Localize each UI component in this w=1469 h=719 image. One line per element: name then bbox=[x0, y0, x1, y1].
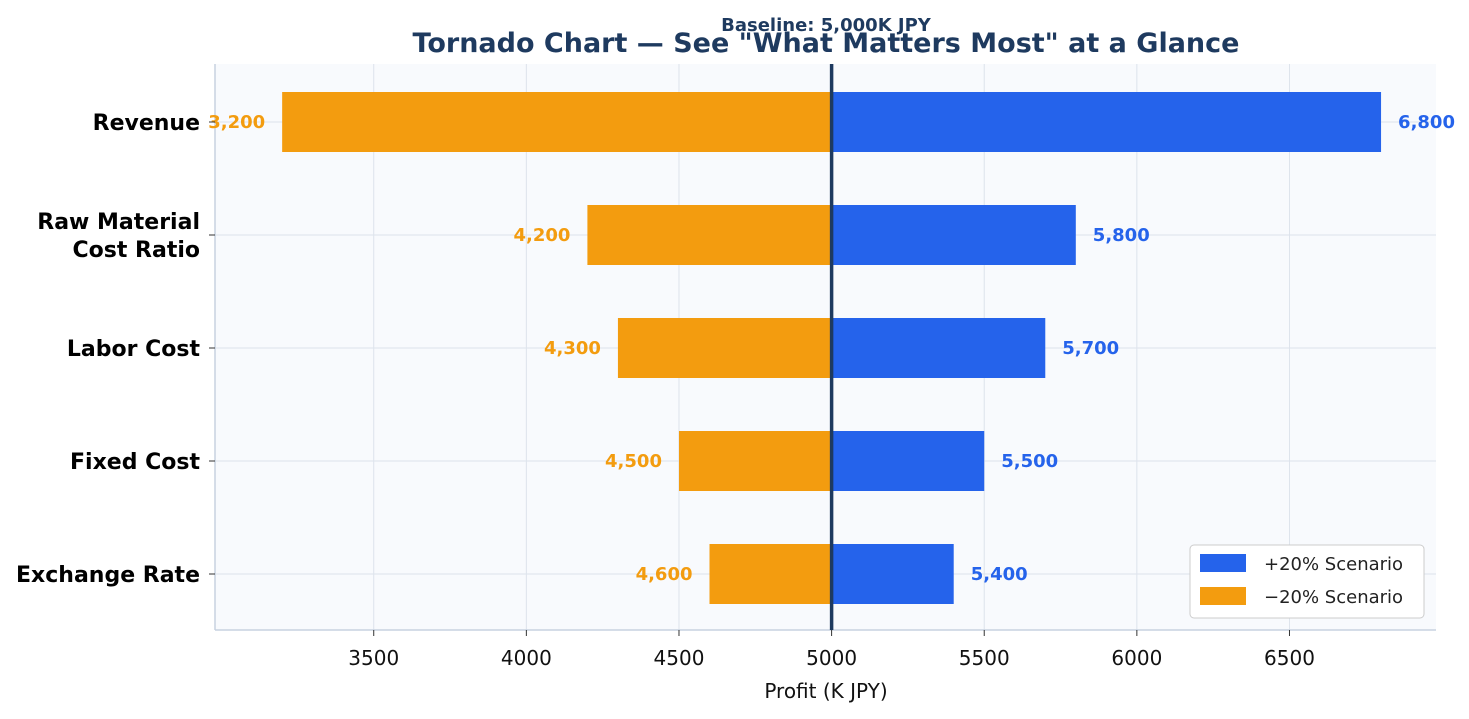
x-tick-label: 6500 bbox=[1264, 646, 1315, 670]
category-labels: Revenue Raw Material Cost Ratio Labor Cost F… bbox=[16, 111, 200, 588]
data-label-plus: 5,700 bbox=[1062, 338, 1119, 359]
bar-minus bbox=[282, 92, 832, 152]
category-label: Labor Cost bbox=[67, 337, 201, 362]
bar-minus bbox=[617, 318, 832, 378]
legend-label-plus: +20% Scenario bbox=[1264, 554, 1403, 575]
category-label: Fixed Cost bbox=[70, 450, 200, 475]
category-label: Exchange Rate bbox=[16, 563, 200, 588]
category-label: Revenue bbox=[93, 111, 200, 136]
bar-minus bbox=[678, 431, 832, 491]
baseline-annotation: Baseline: 5,000K JPY bbox=[721, 15, 932, 36]
data-label-plus: 5,500 bbox=[1001, 451, 1058, 472]
data-label-minus: 4,500 bbox=[605, 451, 662, 472]
x-tick-label: 4000 bbox=[501, 646, 552, 670]
x-tick-label: 6000 bbox=[1111, 646, 1162, 670]
legend-swatch-minus bbox=[1200, 587, 1246, 605]
bar-plus bbox=[831, 544, 954, 604]
bar-plus bbox=[831, 431, 985, 491]
axes bbox=[214, 64, 1436, 631]
legend-label-minus: −20% Scenario bbox=[1264, 587, 1403, 608]
bar-plus bbox=[831, 205, 1076, 265]
data-label-plus: 6,800 bbox=[1398, 112, 1455, 133]
data-label-plus: 5,400 bbox=[971, 564, 1028, 585]
bar-plus bbox=[831, 92, 1382, 152]
x-tick-label: 4500 bbox=[654, 646, 705, 670]
chart-title: Tornado Chart — See "What Matters Most" … bbox=[413, 28, 1240, 59]
x-axis-label: Profit (K JPY) bbox=[764, 679, 887, 703]
bars bbox=[282, 92, 1382, 604]
x-tick-label: 5000 bbox=[806, 646, 857, 670]
tick-labels: 3500 4000 4500 5000 5500 6000 6500 bbox=[209, 121, 1315, 670]
legend: +20% Scenario −20% Scenario bbox=[1189, 544, 1425, 619]
legend-box bbox=[1189, 544, 1425, 619]
legend-swatch-plus bbox=[1200, 554, 1246, 572]
x-tick-label: 3500 bbox=[348, 646, 399, 670]
bar-plus bbox=[831, 318, 1046, 378]
data-label-minus: 4,200 bbox=[513, 225, 570, 246]
category-label: Raw Material Cost Ratio bbox=[37, 210, 200, 263]
data-label-plus: 5,800 bbox=[1093, 225, 1150, 246]
data-label-minus: 4,600 bbox=[636, 564, 693, 585]
x-tick-label: 5500 bbox=[959, 646, 1010, 670]
bar-minus bbox=[709, 544, 832, 604]
bar-minus bbox=[587, 205, 832, 265]
data-label-minus: 3,200 bbox=[208, 112, 265, 133]
data-label-minus: 4,300 bbox=[544, 338, 601, 359]
data-labels: 3,200 6,800 4,200 5,800 4,300 5,700 4,500 5,500… bbox=[208, 112, 1455, 585]
